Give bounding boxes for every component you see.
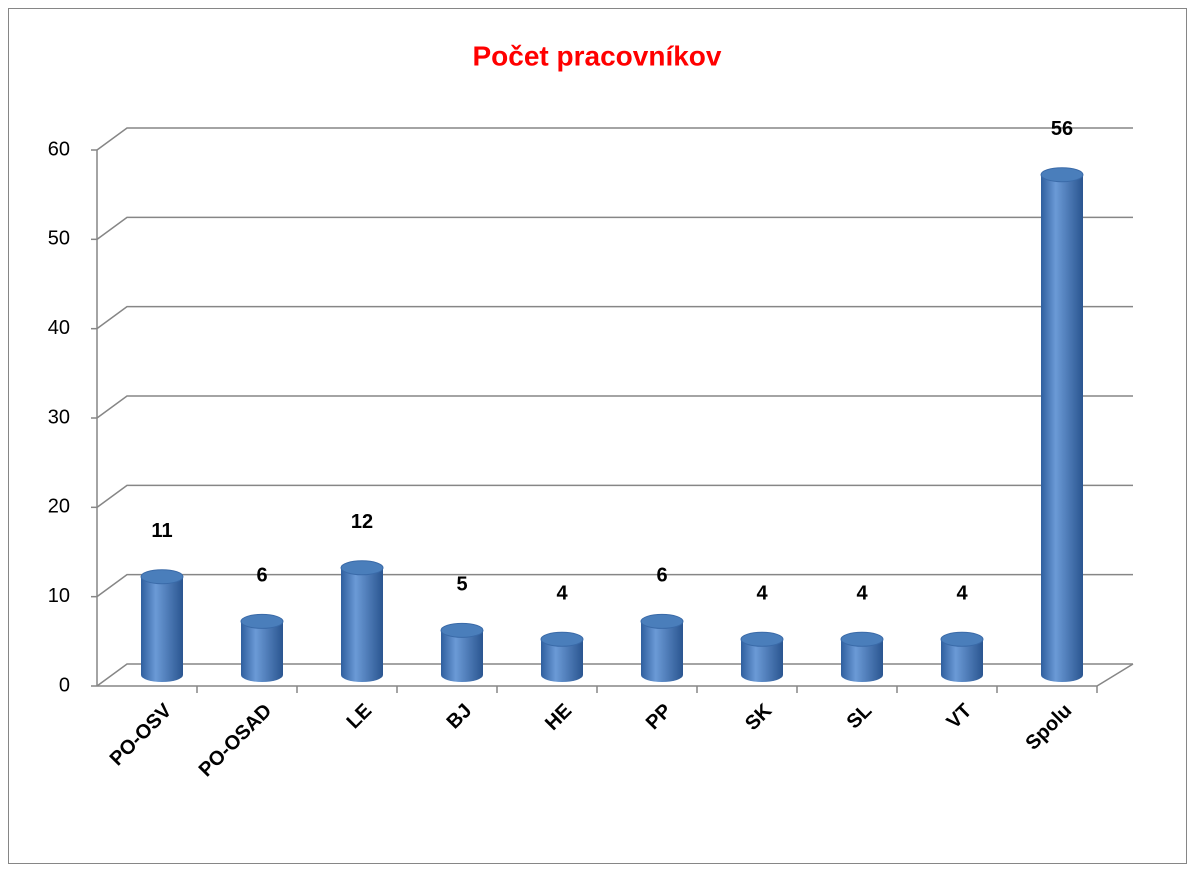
bar-top — [840, 631, 884, 647]
y-tick-label: 40 — [48, 317, 70, 339]
chart-title: Počet pracovníkov — [473, 40, 722, 71]
chart-border — [8, 8, 1187, 864]
value-label: 6 — [656, 565, 667, 587]
value-label: 6 — [256, 565, 267, 587]
bar-top — [1040, 167, 1084, 183]
grid-line — [96, 484, 1133, 508]
grid-line — [96, 395, 1133, 419]
y-tick-label: 20 — [48, 496, 70, 518]
value-label: 12 — [351, 511, 373, 533]
value-label: 4 — [756, 583, 768, 605]
bar-top — [140, 569, 184, 585]
y-tick-label: 10 — [48, 585, 70, 607]
bar — [940, 631, 984, 682]
value-label: 5 — [456, 574, 467, 596]
bar — [340, 560, 384, 682]
y-tick-label: 0 — [59, 674, 70, 696]
bar-top — [740, 631, 784, 647]
bar — [440, 622, 484, 682]
y-tick-label: 60 — [48, 138, 70, 160]
bar-top — [440, 622, 484, 638]
y-tick-label: 30 — [48, 406, 70, 428]
bar-top — [340, 560, 384, 576]
bar-top — [940, 631, 984, 647]
grid-line — [96, 216, 1133, 240]
bar — [140, 569, 184, 682]
bar — [540, 631, 584, 682]
bar-top — [540, 631, 584, 647]
bar — [640, 613, 684, 682]
bar — [240, 613, 284, 682]
grid-line — [96, 663, 1133, 687]
bar-top — [240, 613, 284, 629]
bar-body — [841, 639, 883, 682]
bar-body — [341, 567, 383, 682]
bar-body — [141, 576, 183, 682]
value-label: 11 — [151, 520, 172, 542]
bar — [1040, 167, 1084, 682]
bar-body — [541, 639, 583, 682]
bar-body — [941, 639, 983, 682]
value-label: 56 — [1051, 118, 1073, 140]
bar-body — [441, 630, 483, 682]
value-label: 4 — [856, 583, 868, 605]
bar-top — [640, 613, 684, 629]
bar-body — [1041, 174, 1083, 682]
bar-body — [741, 639, 783, 682]
bar-body — [241, 621, 283, 682]
bar-body — [641, 621, 683, 682]
grid-line — [96, 305, 1133, 330]
value-label: 4 — [956, 583, 968, 605]
bar — [740, 631, 784, 682]
value-label: 4 — [556, 583, 568, 605]
grid-line — [96, 127, 1133, 151]
grid-line — [96, 573, 1133, 598]
bar — [840, 631, 884, 682]
y-tick-label: 50 — [48, 228, 70, 250]
